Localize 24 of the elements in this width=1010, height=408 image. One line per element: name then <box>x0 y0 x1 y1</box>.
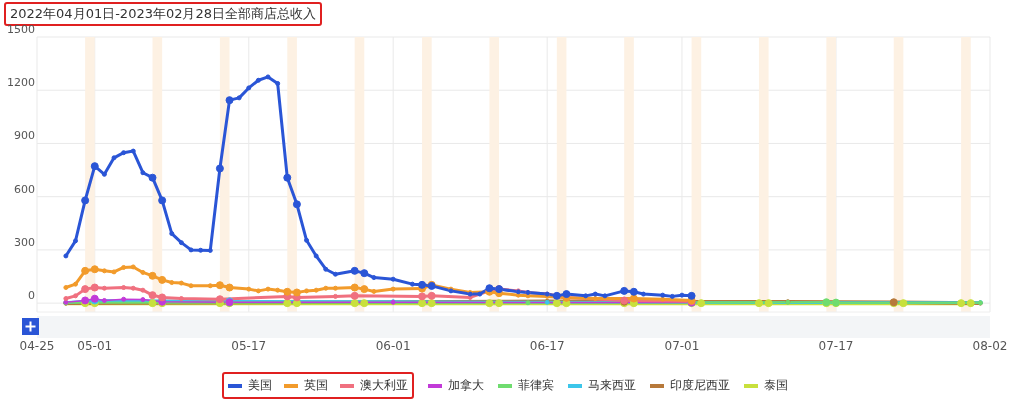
chart-title: 2022年04月01日-2023年02月28日全部商店总收入 <box>10 6 317 21</box>
legend-label: 澳大利亚 <box>359 377 408 394</box>
legend-label: 菲律宾 <box>517 377 554 394</box>
y-tick-label: 600 <box>14 182 35 196</box>
legend-label: 英国 <box>303 377 328 394</box>
x-tick-label: 07-17 <box>818 339 854 353</box>
highlight-outline: 2022年04月01日-2023年02月28日全部商店总收入 <box>4 2 323 26</box>
legend-label: 美国 <box>247 377 272 394</box>
x-tick-label: 04-25 <box>19 339 55 353</box>
x-tick-label: 05-17 <box>231 339 267 353</box>
x-tick-label: 06-01 <box>375 339 411 353</box>
y-tick-label: 0 <box>28 289 35 303</box>
legend-label: 泰国 <box>763 377 788 394</box>
x-tick-label: 08-02 <box>972 339 1008 353</box>
y-tick-label: 1200 <box>7 76 35 90</box>
x-tick-label: 05-01 <box>77 339 113 353</box>
y-tick-label: 300 <box>14 235 35 249</box>
legend-label: 加拿大 <box>447 377 484 394</box>
x-tick-label: 06-17 <box>529 339 565 353</box>
x-tick-label: 07-01 <box>664 339 700 353</box>
y-tick-label: 900 <box>14 129 35 143</box>
y-tick-label: 1500 <box>7 23 35 36</box>
legend-label: 印度尼西亚 <box>669 377 730 394</box>
legend-label: 马来西亚 <box>587 377 636 394</box>
